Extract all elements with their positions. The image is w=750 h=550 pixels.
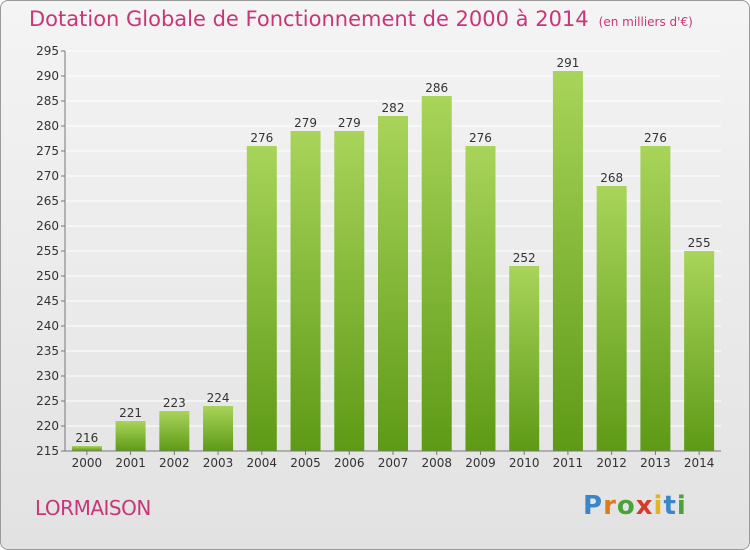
bar (640, 146, 671, 451)
y-tick-label: 225 (36, 394, 59, 408)
y-tick-label: 265 (36, 194, 59, 208)
bar (596, 186, 627, 451)
data-label: 276 (250, 131, 273, 145)
bar (509, 266, 540, 451)
y-axis: 215 220 225 230 235 240 245 250 255 260 265 270 275 2… (36, 44, 66, 458)
bar (290, 131, 321, 451)
x-tick-label: 2010 (509, 456, 540, 470)
bar (71, 446, 102, 451)
bar (421, 96, 452, 451)
y-tick-label: 235 (36, 344, 59, 358)
bars: 216 221 223 224 276 279 279 282 286 276 252 291 268 2… (71, 56, 715, 451)
x-tick-label: 2007 (378, 456, 409, 470)
bar (378, 116, 408, 451)
y-tick-label: 240 (36, 319, 59, 333)
x-tick-label: 2013 (640, 456, 671, 470)
logo-letter: r (603, 491, 617, 521)
y-tick-label: 230 (36, 369, 59, 383)
y-tick-label: 275 (36, 144, 59, 158)
data-label: 282 (382, 101, 405, 115)
bar (246, 146, 277, 451)
logo-letter: t (663, 491, 677, 521)
y-tick-label: 295 (36, 44, 59, 58)
x-tick-label: 2005 (290, 456, 321, 470)
x-tick-label: 2006 (334, 456, 365, 470)
y-tick-label: 260 (36, 219, 59, 233)
chart-title-text: Dotation Globale de Fonctionnement de 20… (29, 7, 589, 31)
y-tick-label: 255 (36, 244, 59, 258)
bar (552, 71, 583, 451)
logo-letter: x (635, 491, 654, 521)
x-tick-label: 2002 (159, 456, 190, 470)
bar (334, 131, 365, 451)
data-label: 279 (338, 116, 361, 130)
chart-subtitle: (en milliers d'€) (598, 15, 693, 29)
bar (203, 406, 234, 451)
data-label: 223 (163, 396, 186, 410)
x-tick-label: 2014 (684, 456, 715, 470)
data-label: 286 (425, 81, 448, 95)
proxiti-logo: Proxiti (583, 491, 687, 521)
x-tick-label: 2011 (553, 456, 584, 470)
y-tick-label: 250 (36, 269, 59, 283)
data-label: 224 (207, 391, 230, 405)
x-tick-label: 2001 (115, 456, 146, 470)
y-tick-label: 285 (36, 94, 59, 108)
data-label: 276 (469, 131, 492, 145)
x-tick-label: 2009 (465, 456, 496, 470)
x-tick-label: 2000 (72, 456, 103, 470)
x-axis: 2000 2001 2002 2003 2004 2005 2006 2007 2008 2009… (65, 450, 721, 470)
y-tick-label: 220 (36, 419, 59, 433)
data-label: 291 (556, 56, 579, 70)
data-label: 252 (513, 251, 536, 265)
data-label: 221 (119, 406, 142, 420)
bar (465, 146, 496, 451)
chart-title: Dotation Globale de Fonctionnement de 20… (29, 7, 693, 31)
logo-letter: i (676, 491, 687, 521)
y-tick-label: 280 (36, 119, 59, 133)
data-label: 279 (294, 116, 317, 130)
data-label: 255 (688, 236, 711, 250)
logo-letter: o (616, 491, 636, 521)
x-tick-label: 2008 (421, 456, 452, 470)
bar (115, 421, 146, 451)
logo-letter: P (583, 491, 604, 521)
y-tick-label: 245 (36, 294, 59, 308)
x-tick-label: 2012 (596, 456, 627, 470)
logo-letter: i (653, 491, 664, 521)
data-label: 276 (644, 131, 667, 145)
bar (159, 411, 190, 451)
x-tick-label: 2004 (247, 456, 278, 470)
bar (684, 251, 715, 451)
x-tick-label: 2003 (203, 456, 234, 470)
commune-name: LORMAISON (35, 496, 151, 520)
y-tick-label: 290 (36, 69, 59, 83)
y-tick-label: 270 (36, 169, 59, 183)
data-label: 216 (75, 431, 98, 445)
y-tick-label: 215 (36, 444, 59, 458)
data-label: 268 (600, 171, 623, 185)
